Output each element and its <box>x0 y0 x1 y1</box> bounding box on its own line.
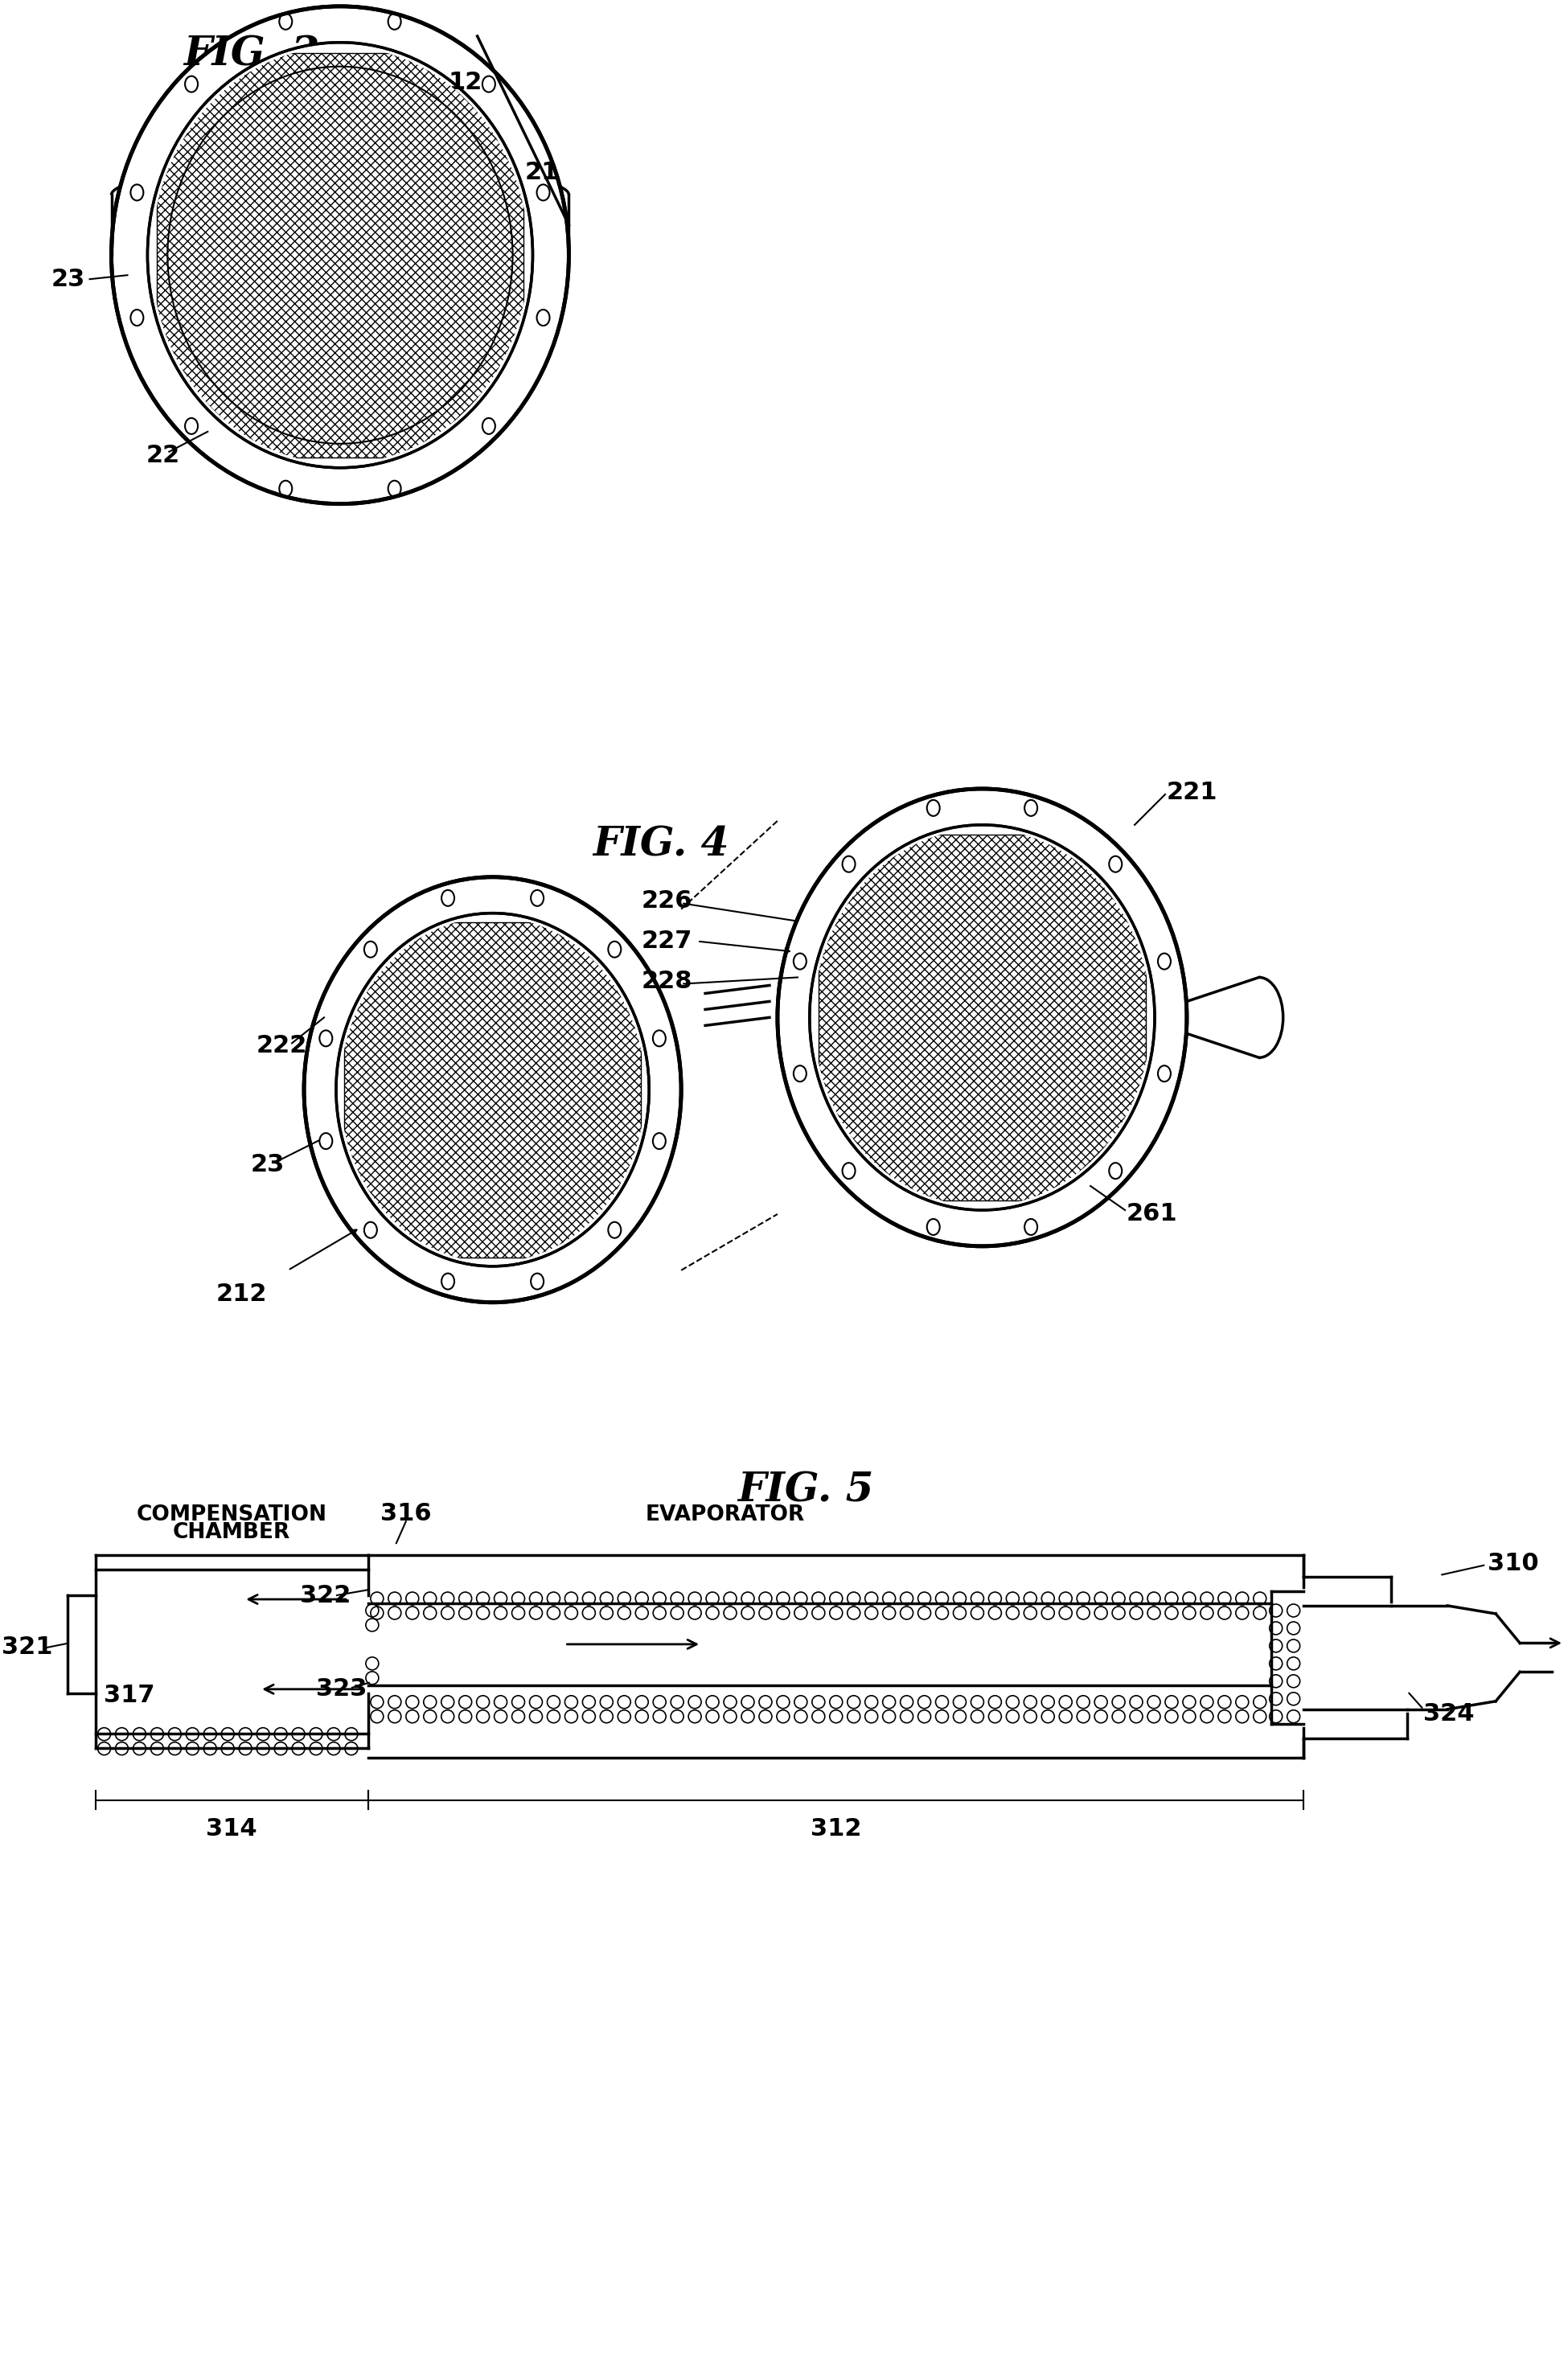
Ellipse shape <box>340 916 644 1262</box>
Text: 323: 323 <box>317 1677 367 1700</box>
Ellipse shape <box>320 1132 332 1148</box>
Ellipse shape <box>483 419 495 433</box>
Ellipse shape <box>1109 857 1123 871</box>
Ellipse shape <box>364 1222 376 1238</box>
Ellipse shape <box>532 1274 544 1291</box>
Ellipse shape <box>389 481 401 497</box>
Text: FIG. 4: FIG. 4 <box>593 824 729 864</box>
Ellipse shape <box>1157 954 1171 969</box>
Text: 212: 212 <box>216 1283 267 1307</box>
Ellipse shape <box>185 419 198 433</box>
Ellipse shape <box>608 942 621 957</box>
Text: 314: 314 <box>205 1819 257 1840</box>
Text: 222: 222 <box>256 1035 307 1056</box>
Ellipse shape <box>442 890 455 907</box>
Bar <box>157 52 524 457</box>
Text: 226: 226 <box>641 890 691 912</box>
Ellipse shape <box>814 829 1151 1205</box>
Ellipse shape <box>809 824 1154 1210</box>
Text: 12: 12 <box>448 71 483 95</box>
Ellipse shape <box>130 310 143 327</box>
Ellipse shape <box>304 876 681 1302</box>
Text: 324: 324 <box>1424 1703 1474 1726</box>
Text: FIG. 2: FIG. 2 <box>183 36 320 73</box>
Ellipse shape <box>111 7 569 504</box>
Text: 312: 312 <box>811 1819 861 1840</box>
Ellipse shape <box>130 185 143 201</box>
Ellipse shape <box>152 47 528 464</box>
Ellipse shape <box>1109 1163 1123 1179</box>
Ellipse shape <box>389 14 401 28</box>
Text: COMPENSATION: COMPENSATION <box>136 1504 328 1525</box>
Ellipse shape <box>279 14 292 28</box>
Ellipse shape <box>608 1222 621 1238</box>
Ellipse shape <box>927 1220 939 1236</box>
Ellipse shape <box>532 890 544 907</box>
Text: 227: 227 <box>641 931 691 952</box>
Ellipse shape <box>793 954 806 969</box>
Ellipse shape <box>652 1132 666 1148</box>
Ellipse shape <box>842 1163 855 1179</box>
Bar <box>818 834 1146 1201</box>
Text: 22: 22 <box>146 445 180 466</box>
Ellipse shape <box>536 185 550 201</box>
Ellipse shape <box>442 1274 455 1291</box>
Text: 317: 317 <box>103 1684 154 1707</box>
Text: 23: 23 <box>251 1153 284 1177</box>
Ellipse shape <box>536 310 550 327</box>
Ellipse shape <box>320 1030 332 1047</box>
Ellipse shape <box>483 76 495 92</box>
Text: 221: 221 <box>1167 781 1218 805</box>
Text: FIG. 5: FIG. 5 <box>737 1471 873 1511</box>
Text: EVAPORATOR: EVAPORATOR <box>646 1504 804 1525</box>
Text: 261: 261 <box>1126 1203 1178 1227</box>
Ellipse shape <box>1024 1220 1038 1236</box>
Ellipse shape <box>793 1066 806 1082</box>
Ellipse shape <box>185 76 198 92</box>
Ellipse shape <box>364 942 376 957</box>
Ellipse shape <box>778 789 1187 1246</box>
Text: 23: 23 <box>52 268 85 291</box>
Ellipse shape <box>1157 1066 1171 1082</box>
Ellipse shape <box>652 1030 666 1047</box>
Text: 321: 321 <box>2 1636 53 1660</box>
Text: 21: 21 <box>525 161 558 185</box>
Ellipse shape <box>1024 800 1038 817</box>
Bar <box>343 921 641 1257</box>
Text: CHAMBER: CHAMBER <box>172 1523 290 1544</box>
Ellipse shape <box>927 800 939 817</box>
Ellipse shape <box>147 43 533 469</box>
Text: 316: 316 <box>381 1501 431 1525</box>
Ellipse shape <box>336 914 649 1267</box>
Text: 310: 310 <box>1488 1551 1538 1575</box>
Ellipse shape <box>842 857 855 871</box>
Ellipse shape <box>279 481 292 497</box>
Text: 322: 322 <box>299 1584 351 1608</box>
Text: 228: 228 <box>641 971 691 992</box>
